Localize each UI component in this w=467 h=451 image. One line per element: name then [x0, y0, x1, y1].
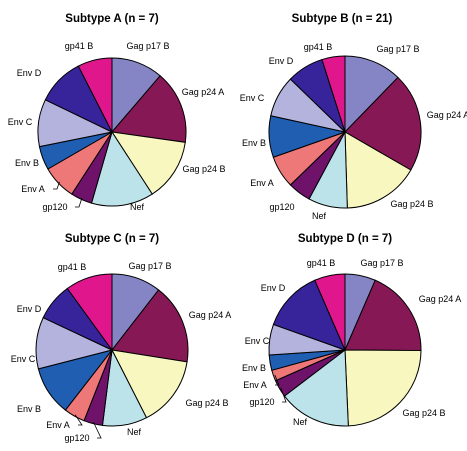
leader-line — [93, 421, 102, 439]
slice-label: gp120 — [42, 202, 67, 212]
slice-label: Gag p17 B — [128, 261, 171, 271]
slice-label: Env A — [243, 380, 267, 390]
slice-label: gp41 B — [65, 41, 94, 51]
slice-label: Env C — [8, 117, 33, 127]
pie-slice — [344, 131, 412, 209]
slice-label: Nef — [130, 202, 145, 212]
slice-label: Env D — [269, 56, 294, 66]
slice-label: Env C — [11, 354, 36, 364]
leader-line — [75, 197, 83, 208]
pie-slice — [344, 279, 422, 352]
chart-title: Subtype D (n = 7) — [298, 233, 392, 245]
pie-slice — [321, 55, 346, 133]
slice-label: Gag p24 B — [402, 408, 445, 418]
pie-panel-subtype-c: Gag p17 B Gag p24 A Gag p24 B Nef gp120 Env A… — [11, 233, 232, 443]
pie-slice — [344, 349, 422, 427]
slice-label: Env B — [242, 363, 266, 373]
slice-label: Env D — [261, 283, 286, 293]
slice-label: Gag p24 A — [427, 110, 467, 120]
slice-label: Gag p24 B — [185, 398, 228, 408]
slice-label: Gag p24 A — [189, 310, 232, 320]
slice-label: Env B — [15, 158, 39, 168]
pie-slice — [344, 55, 399, 134]
slice-label: Gag p24 B — [390, 199, 433, 209]
slice-label: gp120 — [64, 433, 89, 443]
pie-slice — [111, 349, 188, 419]
pie-slice — [77, 57, 113, 133]
pie-slice — [111, 75, 187, 143]
slice-label: Env B — [17, 404, 41, 414]
slice-label: Gag p17 B — [360, 258, 403, 268]
leader-line — [74, 414, 83, 426]
pie-slice — [283, 349, 349, 427]
slice-label: Nef — [312, 211, 327, 221]
slice-label: Env C — [240, 93, 265, 103]
slice-label: Env A — [250, 178, 274, 188]
slice-label: Gag p17 B — [126, 41, 169, 51]
chart-title: Subtype A (n = 7) — [65, 13, 159, 25]
slice-label: Gag p24 B — [182, 164, 225, 174]
slice-label: Nef — [293, 417, 308, 427]
pie-slice — [110, 131, 186, 195]
slice-label: gp41 B — [307, 258, 336, 268]
slice-label: Gag p24 A — [182, 87, 225, 97]
pie-panel-subtype-a: Gag p17 B Gag p24 A Gag p24 B Nef gp120 Env A… — [8, 13, 226, 212]
chart-title: Subtype C (n = 7) — [65, 233, 159, 245]
pie-slice — [344, 76, 422, 171]
leader-line — [53, 181, 60, 190]
pie-slice — [66, 273, 113, 352]
slice-label: Env B — [242, 138, 266, 148]
leader-line — [274, 374, 280, 386]
pie-panel-subtype-b: Gag p17 B Gag p24 A Gag p24 B Nef gp120 Env A… — [240, 13, 467, 221]
pie-slice — [272, 279, 346, 351]
pie-slice — [314, 273, 346, 351]
pie-slice — [111, 289, 189, 363]
slice-label: gp41 B — [58, 262, 87, 272]
slice-label: Env A — [46, 420, 70, 430]
slice-label: Env D — [17, 304, 42, 314]
leader-line — [280, 387, 287, 403]
slice-label: gp120 — [249, 397, 274, 407]
pie-panel-subtype-d: Gag p17 B Gag p24 A Gag p24 B Nef gp120 Env A… — [242, 233, 461, 427]
slice-label: Env C — [245, 336, 270, 346]
slice-label: Env A — [21, 184, 45, 194]
slice-label: Env D — [17, 68, 42, 78]
chart-title: Subtype B (n = 21) — [292, 13, 393, 25]
slice-label: gp41 B — [304, 42, 333, 52]
slice-label: Gag p24 A — [419, 294, 462, 304]
slice-label: Nef — [127, 427, 142, 437]
slice-label: gp120 — [269, 202, 294, 212]
slice-label: Gag p17 B — [376, 44, 419, 54]
